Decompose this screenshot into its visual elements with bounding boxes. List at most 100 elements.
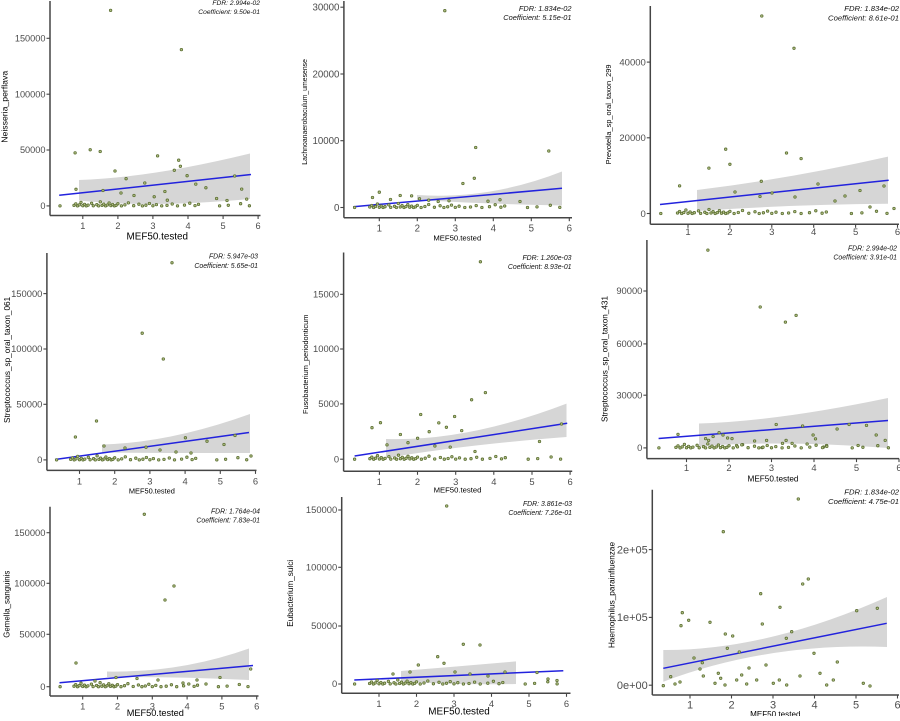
svg-text:50000: 50000 <box>20 145 46 155</box>
svg-text:2: 2 <box>728 699 734 711</box>
svg-text:3: 3 <box>150 221 155 231</box>
svg-text:3: 3 <box>769 227 774 238</box>
svg-text:Coefficient: 7.26e-01: Coefficient: 7.26e-01 <box>508 510 572 517</box>
svg-text:1: 1 <box>77 475 82 486</box>
svg-text:150000: 150000 <box>14 527 45 538</box>
svg-text:MEF50.tested: MEF50.tested <box>750 710 800 716</box>
svg-text:4: 4 <box>811 462 816 473</box>
svg-text:FDR: 3.861e-03: FDR: 3.861e-03 <box>523 501 572 508</box>
svg-text:150000: 150000 <box>15 34 46 44</box>
svg-text:Coefficient: 4.75e-01: Coefficient: 4.75e-01 <box>828 497 899 506</box>
svg-text:1: 1 <box>377 223 382 234</box>
svg-text:MEF50.tested: MEF50.tested <box>127 708 184 716</box>
svg-text:4: 4 <box>489 698 494 709</box>
svg-text:3: 3 <box>769 462 774 473</box>
svg-text:50000: 50000 <box>16 399 42 410</box>
svg-text:15000: 15000 <box>313 289 339 300</box>
svg-text:100000: 100000 <box>306 562 337 573</box>
svg-text:6: 6 <box>895 227 900 238</box>
svg-text:MEF50.tested: MEF50.tested <box>434 485 482 494</box>
svg-text:1: 1 <box>377 476 382 487</box>
svg-text:6: 6 <box>567 223 572 234</box>
svg-text:FDR: 1.834e-02: FDR: 1.834e-02 <box>519 4 572 13</box>
svg-text:20000: 20000 <box>619 133 645 144</box>
svg-text:1: 1 <box>376 698 381 709</box>
svg-text:10000: 10000 <box>312 136 340 147</box>
svg-text:2: 2 <box>115 221 120 231</box>
svg-text:Gemella_sanguinis: Gemella_sanguinis <box>3 571 12 638</box>
svg-text:1: 1 <box>80 221 85 231</box>
svg-text:0: 0 <box>332 678 337 689</box>
svg-text:0: 0 <box>40 201 45 211</box>
svg-text:150000: 150000 <box>306 504 337 515</box>
svg-text:2: 2 <box>112 475 117 486</box>
svg-text:5: 5 <box>854 462 859 473</box>
svg-text:4: 4 <box>811 227 816 238</box>
svg-text:5000: 5000 <box>318 398 339 409</box>
svg-text:FDR: 2.994e-02: FDR: 2.994e-02 <box>848 246 897 253</box>
svg-text:5: 5 <box>221 221 226 231</box>
svg-text:0: 0 <box>40 681 45 692</box>
svg-text:MEF50.tested: MEF50.tested <box>428 707 489 717</box>
svg-text:Prevotella_sp_oral_taxon_299: Prevotella_sp_oral_taxon_299 <box>604 64 613 164</box>
svg-text:40000: 40000 <box>619 57 645 68</box>
svg-text:MEF50.tested: MEF50.tested <box>748 474 799 483</box>
svg-text:Neisseria_perflava: Neisseria_perflava <box>0 71 10 143</box>
svg-text:20000: 20000 <box>312 69 340 80</box>
svg-text:4: 4 <box>491 223 497 234</box>
svg-text:2: 2 <box>415 476 420 487</box>
svg-text:Coefficient: 8.61e-01: Coefficient: 8.61e-01 <box>828 13 899 22</box>
svg-text:FDR: 1.764e-04: FDR: 1.764e-04 <box>211 509 260 516</box>
svg-text:2: 2 <box>115 701 120 712</box>
svg-text:5: 5 <box>529 476 534 487</box>
svg-text:6: 6 <box>894 699 900 711</box>
svg-text:MEF50.tested: MEF50.tested <box>433 233 481 242</box>
svg-text:FDR: 2.994e-02: FDR: 2.994e-02 <box>212 0 260 7</box>
svg-text:Coefficient: 3.91e-01: Coefficient: 3.91e-01 <box>833 255 897 262</box>
svg-text:0e+00: 0e+00 <box>617 680 648 692</box>
svg-text:FDR: 1.260e-03: FDR: 1.260e-03 <box>522 255 571 262</box>
svg-text:Coefficient: 8.93e-01: Coefficient: 8.93e-01 <box>508 264 572 271</box>
svg-text:FDR: 5.947e-03: FDR: 5.947e-03 <box>209 254 258 261</box>
svg-text:5: 5 <box>853 227 858 238</box>
svg-text:0: 0 <box>334 453 339 464</box>
svg-text:Coefficient: 7.83e-01: Coefficient: 7.83e-01 <box>196 518 260 525</box>
svg-text:5: 5 <box>218 475 223 486</box>
svg-text:10000: 10000 <box>313 343 339 354</box>
svg-text:1e+05: 1e+05 <box>617 612 648 624</box>
svg-text:Streptococcus_sp_oral_taxon_43: Streptococcus_sp_oral_taxon_431 <box>601 296 610 423</box>
svg-text:50000: 50000 <box>311 620 337 631</box>
svg-text:100000: 100000 <box>15 89 46 99</box>
svg-text:30000: 30000 <box>312 3 340 14</box>
svg-text:6: 6 <box>896 462 900 473</box>
svg-text:150000: 150000 <box>11 288 42 299</box>
svg-text:Streptococcus_sp_oral_taxon_06: Streptococcus_sp_oral_taxon_061 <box>3 296 12 423</box>
svg-text:MEF50.tested: MEF50.tested <box>127 232 188 243</box>
svg-text:3: 3 <box>453 223 458 234</box>
svg-text:100000: 100000 <box>11 343 42 354</box>
svg-text:4: 4 <box>185 221 190 231</box>
svg-text:2: 2 <box>415 223 420 234</box>
svg-text:60000: 60000 <box>616 338 642 349</box>
svg-text:4: 4 <box>811 699 817 711</box>
svg-text:FDR: 1.834e-02: FDR: 1.834e-02 <box>844 4 899 13</box>
svg-text:3: 3 <box>770 699 776 711</box>
svg-text:0: 0 <box>37 454 42 465</box>
svg-text:0: 0 <box>637 442 642 453</box>
svg-text:3: 3 <box>453 476 458 487</box>
svg-text:Coefficient: 5.15e-01: Coefficient: 5.15e-01 <box>503 13 571 22</box>
svg-text:5: 5 <box>853 699 859 711</box>
svg-text:Coefficient: 5.65e-01: Coefficient: 5.65e-01 <box>194 263 258 270</box>
svg-text:1: 1 <box>80 701 85 712</box>
svg-text:2: 2 <box>414 698 419 709</box>
svg-text:Haemophilus_parainfluenzae: Haemophilus_parainfluenzae <box>608 542 617 649</box>
svg-text:90000: 90000 <box>616 285 642 296</box>
svg-text:Coefficient: 9.50e-01: Coefficient: 9.50e-01 <box>198 9 260 16</box>
svg-text:30000: 30000 <box>616 389 642 400</box>
svg-text:6: 6 <box>564 698 569 709</box>
svg-text:2e+05: 2e+05 <box>617 544 648 556</box>
svg-text:2: 2 <box>726 462 731 473</box>
svg-text:3: 3 <box>451 698 456 709</box>
svg-text:0: 0 <box>641 209 646 220</box>
svg-text:4: 4 <box>184 701 189 712</box>
